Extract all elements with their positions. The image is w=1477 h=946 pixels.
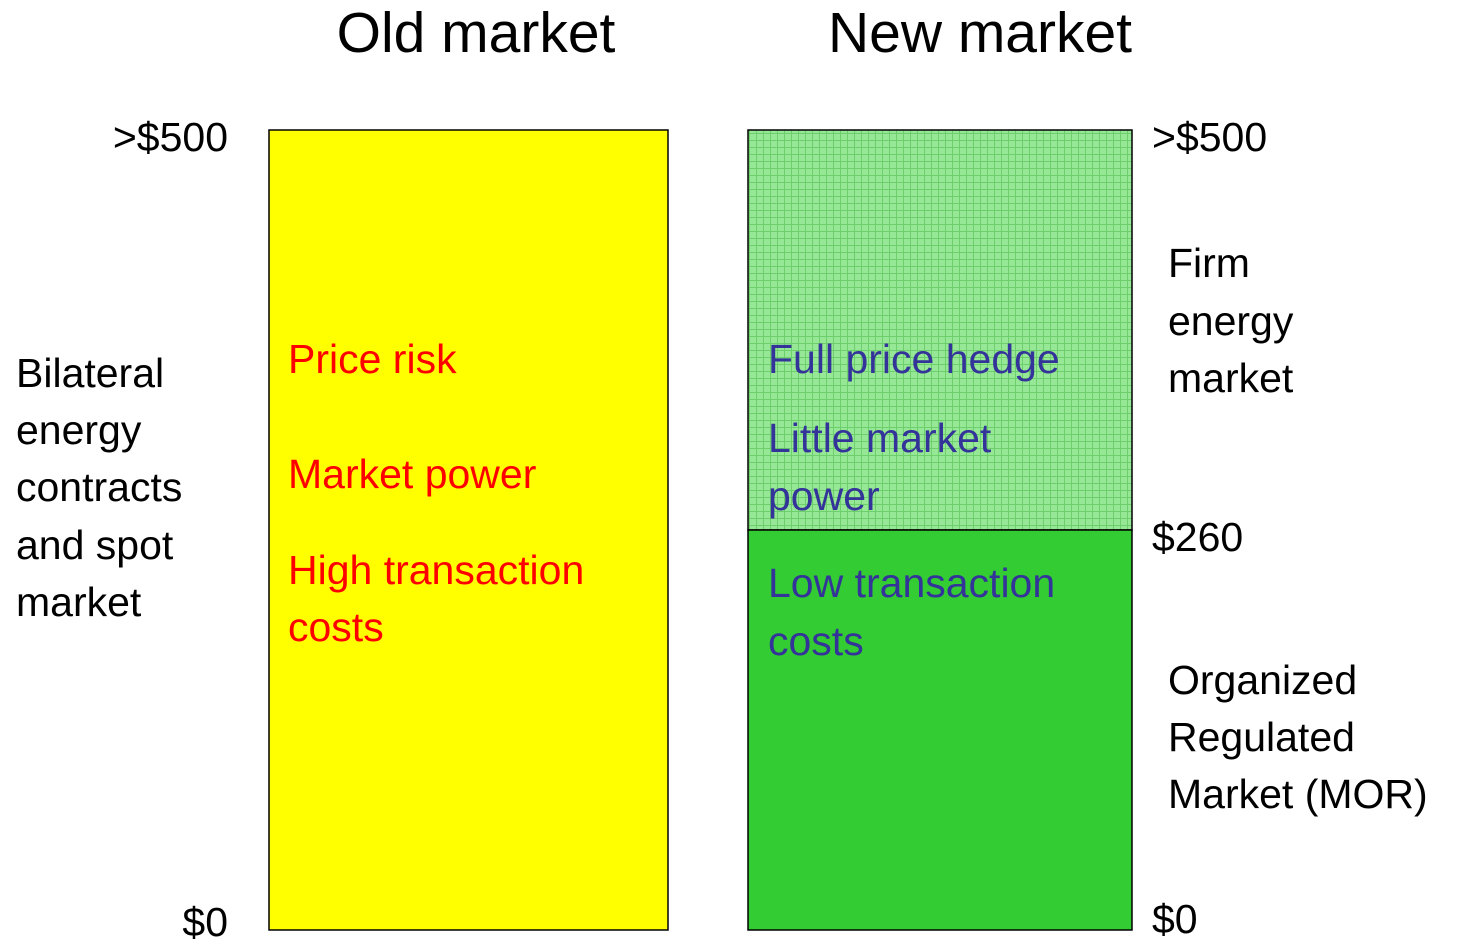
feature: Little market [768,415,992,461]
market-label: market [16,579,142,625]
price-label: $260 [1152,514,1243,560]
market-label: Firm [1168,240,1250,286]
issue: High transaction [288,547,584,593]
text-lines: Bilateral energy contracts and spot market Pr… [16,240,1428,817]
new-title: New market [828,1,1132,65]
feature: costs [768,618,864,664]
mor-box [747,529,1133,931]
issue: Market power [288,451,536,497]
market-label: energy [1168,298,1294,344]
old-title: Old market [337,1,616,65]
issue: Price risk [288,336,457,382]
price-label: $0 [182,899,228,945]
market-label: Regulated [1168,714,1355,760]
firm-market-box [747,129,1133,531]
feature: Low transaction [768,560,1055,606]
price-label: >$500 [113,114,228,160]
market-label: Organized [1168,657,1357,703]
market-label: and spot [16,522,174,568]
market-label: Bilateral [16,350,164,396]
market-label: Market (MOR) [1168,771,1428,817]
price-label: >$500 [1152,114,1267,160]
market-label: market [1168,355,1294,401]
market-label: contracts [16,464,182,510]
price-label: $0 [1152,896,1198,942]
old-market-box [268,129,669,931]
market-label: energy [16,407,142,453]
issue: costs [288,604,384,650]
feature: Full price hedge [768,336,1060,382]
feature: power [768,473,880,519]
